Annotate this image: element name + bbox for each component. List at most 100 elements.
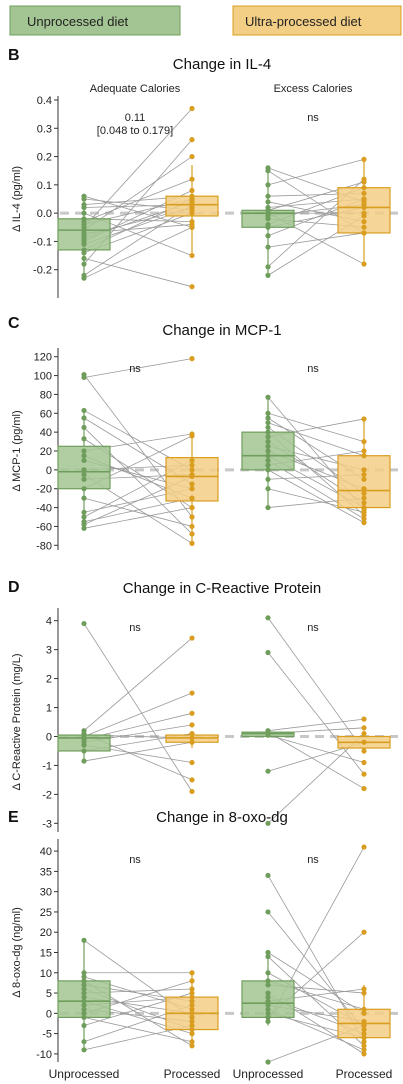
- y-tick-label: -60: [36, 521, 52, 533]
- point-unprocessed-adequate: [81, 1022, 87, 1029]
- point-processed-excess: [361, 486, 367, 492]
- point-unprocessed-excess: [265, 453, 271, 459]
- point-processed-excess: [361, 219, 367, 225]
- point-unprocessed-adequate: [81, 970, 87, 976]
- xlabel-left-unprocessed: Unprocessed: [49, 1067, 120, 1081]
- point-processed-adequate: [189, 284, 195, 290]
- point-processed-adequate: [189, 1014, 195, 1020]
- pair-line-adequate: [83, 497, 193, 527]
- point-processed-adequate: [189, 1026, 195, 1033]
- point-unprocessed-adequate: [81, 978, 87, 984]
- point-unprocessed-adequate: [81, 994, 87, 1000]
- y-tick-label: 10: [40, 968, 52, 980]
- point-processed-adequate: [189, 540, 195, 547]
- pair-line-adequate: [83, 497, 193, 523]
- point-processed-excess: [361, 210, 367, 216]
- point-unprocessed-adequate: [81, 457, 87, 464]
- point-processed-adequate: [189, 467, 195, 473]
- pair-line-excess: [267, 731, 365, 789]
- y-tick-label: 60: [40, 408, 52, 420]
- point-unprocessed-excess: [265, 410, 271, 416]
- point-processed-excess: [361, 1043, 367, 1049]
- y-axis-label: Δ 8-oxo-dg (ng/ml): [11, 907, 23, 998]
- y-tick-label: 5: [46, 988, 52, 1000]
- point-processed-excess: [361, 156, 367, 162]
- point-unprocessed-excess: [265, 244, 271, 250]
- point-processed-excess: [361, 748, 367, 754]
- point-unprocessed-adequate: [81, 1002, 87, 1008]
- legend-swatch-processed: [232, 5, 402, 36]
- point-processed-excess: [361, 416, 367, 422]
- y-tick-label: 20: [40, 927, 52, 939]
- point-processed-adequate: [189, 531, 195, 537]
- point-unprocessed-adequate: [81, 202, 87, 208]
- annotation-adequate: ns: [129, 854, 141, 866]
- y-tick-label: -20: [36, 484, 52, 496]
- point-processed-excess: [361, 725, 367, 731]
- y-tick-label: 20: [40, 446, 52, 458]
- point-unprocessed-excess: [265, 415, 271, 421]
- pair-line-adequate: [83, 623, 193, 792]
- point-unprocessed-excess: [265, 199, 271, 205]
- point-unprocessed-adequate: [81, 486, 87, 492]
- point-unprocessed-excess: [265, 872, 271, 879]
- point-unprocessed-excess: [265, 272, 271, 278]
- pair-line-excess: [267, 422, 365, 457]
- pair-line-adequate: [83, 507, 193, 529]
- point-processed-excess: [361, 1031, 367, 1037]
- column-label-excess: Excess Calories: [274, 83, 353, 95]
- y-tick-label: 0.2: [37, 152, 52, 164]
- annotation-excess: ns: [307, 112, 319, 124]
- y-tick-label: 4: [46, 616, 52, 628]
- point-unprocessed-adequate: [81, 620, 87, 627]
- point-processed-excess: [361, 471, 367, 478]
- y-tick-label: -0.2: [33, 265, 52, 277]
- point-processed-adequate: [189, 495, 195, 501]
- point-processed-adequate: [189, 759, 195, 766]
- pair-line-adequate: [83, 108, 193, 228]
- point-processed-excess: [361, 185, 367, 191]
- panel-8oxodg: E Change in 8-oxo-dg -10 -5 0 5 10 15 20 25 30 35 40…: [8, 809, 398, 1065]
- point-unprocessed-excess: [265, 909, 271, 915]
- point-processed-excess: [361, 739, 367, 745]
- point-processed-excess: [361, 500, 367, 506]
- point-unprocessed-adequate: [81, 974, 87, 980]
- point-unprocessed-excess: [265, 443, 271, 449]
- point-unprocessed-adequate: [81, 471, 87, 478]
- point-processed-adequate: [189, 514, 195, 520]
- point-unprocessed-excess: [265, 1014, 271, 1020]
- y-tick-label: 35: [40, 866, 52, 878]
- point-unprocessed-excess: [265, 448, 271, 454]
- annotation-adequate: ns: [129, 622, 141, 634]
- point-processed-excess: [361, 224, 367, 230]
- point-unprocessed-adequate: [81, 193, 87, 199]
- pair-line-adequate: [83, 195, 193, 228]
- point-unprocessed-excess: [265, 429, 271, 435]
- pair-line-excess: [267, 232, 365, 248]
- point-processed-excess: [361, 495, 367, 501]
- point-processed-adequate: [189, 105, 195, 112]
- point-processed-adequate: [189, 990, 195, 996]
- xlabel-right-unprocessed: Unprocessed: [233, 1067, 304, 1081]
- point-processed-excess: [361, 929, 367, 935]
- column-label-adequate: Adequate Calories: [90, 83, 181, 95]
- point-unprocessed-excess: [265, 486, 271, 492]
- y-tick-label: 3: [46, 645, 52, 657]
- panel-title: Change in 8-oxo-dg: [156, 809, 288, 826]
- y-tick-label: -1: [42, 760, 52, 772]
- point-processed-excess: [361, 730, 367, 737]
- y-axis-label: Δ IL-4 (pg/ml): [11, 166, 23, 232]
- point-processed-adequate: [189, 777, 195, 783]
- point-processed-adequate: [189, 457, 195, 464]
- point-unprocessed-excess: [265, 204, 271, 211]
- pair-line-excess: [267, 181, 365, 211]
- point-unprocessed-adequate: [81, 982, 87, 988]
- pair-line-excess: [267, 159, 365, 186]
- point-unprocessed-adequate: [81, 1014, 87, 1020]
- y-tick-label: 0.1: [37, 180, 52, 192]
- point-unprocessed-adequate: [81, 1010, 87, 1016]
- pair-line-adequate: [83, 156, 193, 231]
- point-unprocessed-excess: [265, 504, 271, 511]
- point-unprocessed-excess: [265, 165, 271, 171]
